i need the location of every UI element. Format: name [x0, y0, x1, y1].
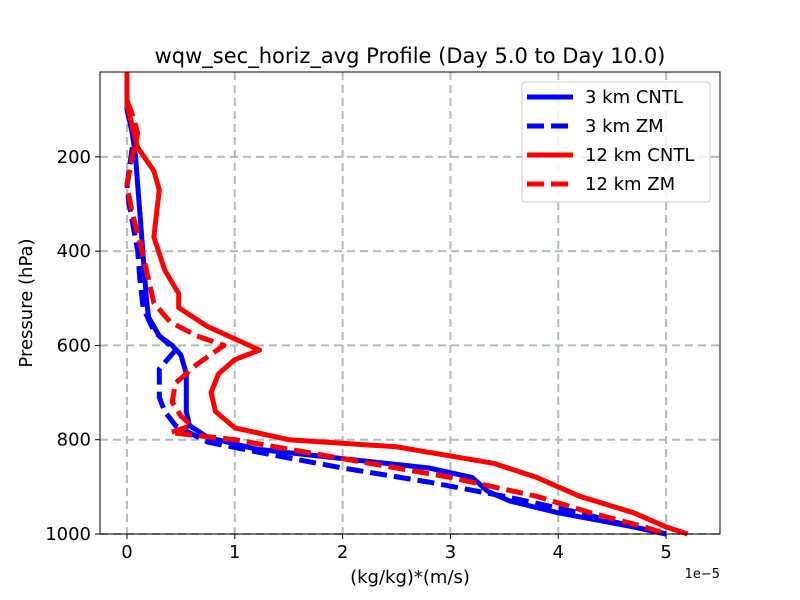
x-tick-label: 5 [660, 542, 671, 563]
legend-label-3km-zm: 3 km ZM [585, 116, 664, 137]
x-tick-label: 4 [553, 542, 564, 563]
x-tick-label: 0 [121, 542, 132, 563]
legend: 3 km CNTL 3 km ZM 12 km CNTL 12 km ZM [521, 81, 711, 203]
y-tick-label: 1000 [45, 524, 91, 545]
x-axis-offset-label: 1e−5 [685, 567, 720, 582]
series-line-12-km-zm [124, 99, 667, 537]
y-axis-label: Pressure (hPa) [16, 238, 37, 367]
x-tick-label: 2 [337, 542, 348, 563]
x-tick-label: 1 [229, 542, 240, 563]
axis-ticks: 0 1 2 3 4 5 200 400 600 800 1000 [45, 147, 672, 563]
series-lines [124, 72, 689, 537]
x-tick-label: 3 [445, 542, 456, 563]
plot-frame [99, 71, 721, 535]
y-tick-label: 800 [57, 430, 91, 451]
y-tick-label: 600 [57, 335, 91, 356]
legend-label-12km-zm: 12 km ZM [585, 174, 675, 195]
y-tick-label: 200 [57, 147, 91, 168]
legend-frame [521, 81, 711, 203]
x-axis-label: (kg/kg)*(m/s) [350, 567, 470, 588]
series-line-3-km-zm [124, 147, 667, 537]
y-tick-label: 400 [57, 241, 91, 262]
legend-label-3km-cntl: 3 km CNTL [585, 87, 683, 108]
chart-title: wqw_sec_horiz_avg Profile (Day 5.0 to Da… [155, 44, 666, 69]
series-line-12-km-cntl [124, 72, 689, 537]
legend-label-12km-cntl: 12 km CNTL [585, 145, 694, 166]
